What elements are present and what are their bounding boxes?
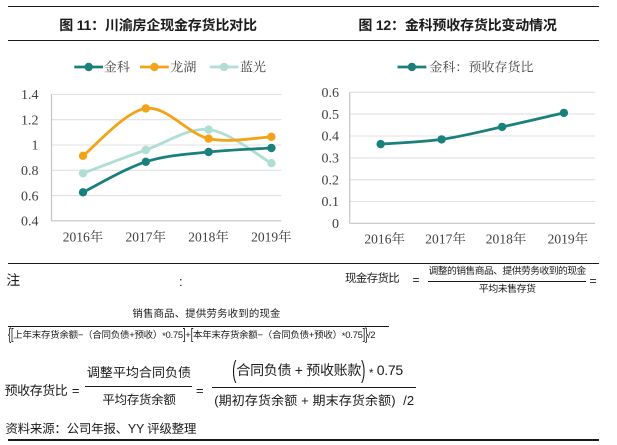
svg-text:0.4: 0.4 xyxy=(21,215,39,230)
svg-text:0.2: 0.2 xyxy=(321,173,339,188)
svg-text:2018年: 2018年 xyxy=(188,229,229,244)
svg-text:2016年: 2016年 xyxy=(63,229,104,244)
svg-text:0.6: 0.6 xyxy=(21,189,39,204)
svg-text:1.2: 1.2 xyxy=(21,113,39,128)
svg-text:龙湖: 龙湖 xyxy=(170,59,196,74)
svg-text:2017年: 2017年 xyxy=(425,232,466,247)
svg-text:2019年: 2019年 xyxy=(548,232,589,247)
svg-text:蓝光: 蓝光 xyxy=(240,59,266,74)
svg-text:1: 1 xyxy=(31,139,38,154)
svg-text:0.6: 0.6 xyxy=(321,86,339,101)
svg-text:0.1: 0.1 xyxy=(321,195,339,210)
svg-text:0: 0 xyxy=(332,217,339,232)
svg-text:0.8: 0.8 xyxy=(21,164,39,179)
svg-text:2019年: 2019年 xyxy=(251,229,292,244)
svg-text:2016年: 2016年 xyxy=(364,232,405,247)
svg-text:0.4: 0.4 xyxy=(321,130,339,145)
svg-text:1.4: 1.4 xyxy=(21,88,39,103)
svg-text:2017年: 2017年 xyxy=(125,229,166,244)
svg-text:2018年: 2018年 xyxy=(486,232,527,247)
svg-text:0.5: 0.5 xyxy=(321,108,339,123)
svg-text:0.3: 0.3 xyxy=(321,152,339,167)
svg-text:金科：预收存货比: 金科：预收存货比 xyxy=(429,59,533,74)
svg-text:金科: 金科 xyxy=(104,59,130,74)
